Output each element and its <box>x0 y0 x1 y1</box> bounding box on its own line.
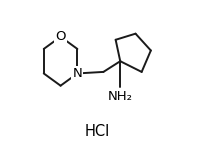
Text: O: O <box>55 30 66 43</box>
Text: HCl: HCl <box>85 124 110 139</box>
Text: NH₂: NH₂ <box>108 90 133 103</box>
Text: N: N <box>73 67 82 80</box>
